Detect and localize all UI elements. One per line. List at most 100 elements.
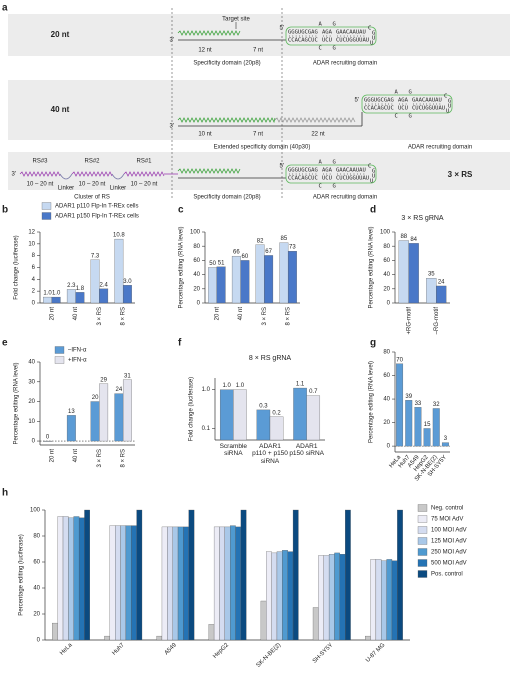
x-tick-label: Scramble siRNA: [219, 443, 248, 458]
y-tick-label: 0: [387, 444, 391, 450]
strand: [177, 117, 276, 124]
y-tick-label: 60: [33, 560, 40, 566]
loop-base: G: [372, 31, 375, 37]
end-label: 5': [280, 164, 284, 170]
y-axis-label: Percentage editing (RNA level): [14, 362, 20, 444]
data-label: 33: [415, 401, 422, 407]
loop-base: C: [444, 94, 447, 100]
y-axis-label: Fold change (luciferase): [189, 377, 195, 441]
y-tick-label: 100: [190, 230, 201, 236]
x-tick-label: 20 nt: [49, 307, 55, 321]
bulge: A: [319, 22, 323, 28]
y-tick-label: 60: [193, 258, 200, 264]
end-label: 5': [355, 98, 359, 104]
end-label: 3': [170, 38, 174, 44]
x-tick-label: 8 × RS: [121, 449, 127, 468]
bulge: C: [319, 184, 322, 190]
bar: [161, 526, 168, 641]
bar: [122, 379, 132, 442]
segment-label: 10 nt: [198, 132, 212, 138]
y-tick-label: 0: [32, 301, 36, 307]
legend-swatch: [54, 346, 65, 354]
bar: [75, 292, 85, 304]
x-tick-label: 8 × RS: [286, 307, 292, 326]
data-label: 84: [410, 237, 417, 243]
segment-label: 7 nt: [253, 48, 263, 54]
y-tick-label: 40: [28, 360, 35, 366]
bar: [231, 255, 241, 304]
y-tick-label: 80: [193, 244, 200, 250]
bar: [312, 607, 319, 641]
bar: [287, 551, 294, 641]
y-tick-label: 4: [32, 277, 36, 283]
legend-swatch: [417, 548, 428, 556]
bar: [276, 551, 283, 641]
bar: [287, 251, 297, 304]
y-axis-label: Percentage editing (luciferase): [19, 534, 25, 615]
y-tick-label: 0: [387, 301, 391, 307]
bar: [292, 509, 299, 641]
bar: [167, 526, 173, 641]
panel-letter: c: [178, 205, 184, 216]
x-tick-label: 40 nt: [73, 307, 79, 321]
data-label: 0: [46, 435, 50, 441]
bar: [334, 552, 340, 641]
panel-letter: d: [370, 205, 376, 216]
y-tick-label: 80: [383, 244, 390, 250]
x-tick-label: 40 nt: [73, 449, 79, 463]
x-tick-label: 3 × RS: [262, 307, 268, 326]
bulge: A: [319, 160, 323, 166]
loop-base: U: [448, 104, 451, 110]
bar: [436, 285, 447, 304]
bulge: G: [333, 46, 336, 52]
bar: [264, 255, 274, 304]
bar: [235, 526, 242, 641]
legend-label: ADAR1 p150 Flp-In T-REx cells: [55, 214, 139, 220]
bar: [269, 416, 284, 441]
bulge: G: [409, 114, 412, 120]
y-tick-label: 80: [383, 350, 390, 356]
data-label: 2.3: [67, 283, 76, 289]
sequence: GGGUGCGAG: [364, 98, 394, 104]
chart-title: 8 × RS gRNA: [249, 355, 292, 362]
hairpin-outline: [285, 164, 377, 184]
row-box: [8, 14, 510, 56]
legend-swatch: [417, 526, 428, 534]
data-label: 70: [396, 357, 403, 363]
sequence: UCU: [398, 106, 408, 112]
sequence: CUCUGGUUAU: [336, 38, 369, 44]
y-tick-label: 20: [383, 420, 390, 426]
y-tick-label: 0.1: [202, 426, 211, 432]
panel-letter: b: [2, 205, 8, 216]
bar: [240, 260, 250, 304]
hairpin-outline: [285, 26, 377, 46]
bar: [240, 509, 247, 641]
y-tick-label: 10: [28, 241, 35, 247]
strand: [123, 171, 165, 177]
domain-label: Specificity domain (20p8): [193, 195, 260, 201]
strand: [274, 117, 356, 123]
x-tick-label: ADAR1 p110 + p150 siRNA: [252, 443, 288, 465]
legend-label: 100 MOI AdV: [431, 528, 467, 534]
bar: [255, 244, 265, 304]
end-label: 5': [280, 26, 284, 32]
legend-label: +IFN-α: [68, 358, 87, 364]
bar: [43, 296, 53, 304]
loop-base: U: [372, 174, 375, 180]
bar: [90, 401, 100, 442]
y-axis-label: Percentage editing (RNA level): [369, 226, 375, 308]
bulge: G: [333, 22, 336, 28]
y-tick-label: 40: [383, 272, 390, 278]
x-tick-label: 3 × RS: [97, 449, 103, 468]
x-tick-label: 20 nt: [214, 307, 220, 321]
bar: [260, 600, 267, 641]
sequence: GGGUGCGAG: [288, 30, 318, 36]
data-label: 31: [124, 373, 131, 379]
segment-label: 12 nt: [198, 48, 212, 54]
x-label-box: ADAR1 p110 + p150 siRNA: [252, 443, 288, 465]
legend-label: 250 MOI AdV: [431, 550, 467, 556]
x-tick-label: A549: [164, 642, 179, 657]
legend-swatch: [41, 212, 52, 220]
bar: [375, 559, 382, 641]
